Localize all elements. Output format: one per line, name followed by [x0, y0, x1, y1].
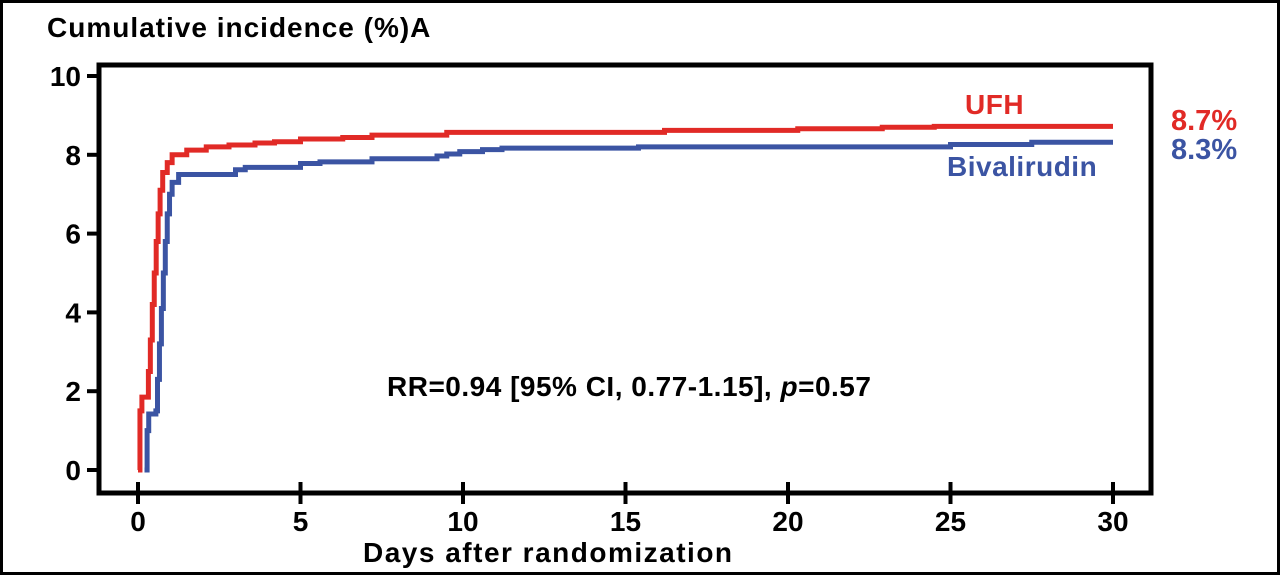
series-label-ufh: UFH [965, 89, 1025, 120]
final-value-bivalirudin: 8.3% [1171, 134, 1238, 166]
statistics-annotation: RR=0.94 [95% CI, 0.77-1.15], p=0.57 [387, 371, 871, 403]
final-value-labels: 8.7% 8.3% [1171, 107, 1237, 165]
chart-canvas: 0 2 4 6 8 10 0 5 10 15 20 25 30 [50, 61, 1154, 537]
y-tick-label: 6 [65, 219, 81, 250]
annotation-p-symbol: p [780, 371, 799, 402]
series-label-bivalirudin: Bivalirudin [947, 151, 1098, 182]
final-value-ufh: 8.7% [1171, 105, 1238, 137]
x-tick-label: 20 [772, 506, 803, 537]
y-tick-label: 4 [65, 297, 81, 328]
plot-frame [96, 62, 1154, 496]
chart-title: Cumulative incidence (%)A [47, 12, 432, 43]
y-tick-label: 10 [50, 61, 81, 92]
x-tick-label: 30 [1097, 506, 1128, 537]
x-tick-label: 5 [293, 506, 309, 537]
x-tick-label: 0 [130, 506, 146, 537]
curve-ufh [137, 123, 1113, 473]
x-tick-label: 15 [610, 506, 641, 537]
annotation-suffix: =0.57 [798, 371, 872, 402]
x-tick-label: 10 [447, 506, 478, 537]
x-axis-title: Days after randomization [363, 537, 734, 568]
y-tick-label: 0 [65, 455, 81, 486]
y-tick-label: 8 [65, 140, 81, 171]
x-tick-label: 25 [935, 506, 966, 537]
y-tick-label: 2 [65, 376, 81, 407]
annotation-prefix: RR=0.94 [95% CI, 0.77-1.15], [387, 371, 781, 402]
curve-bivalirudin [144, 139, 1113, 473]
